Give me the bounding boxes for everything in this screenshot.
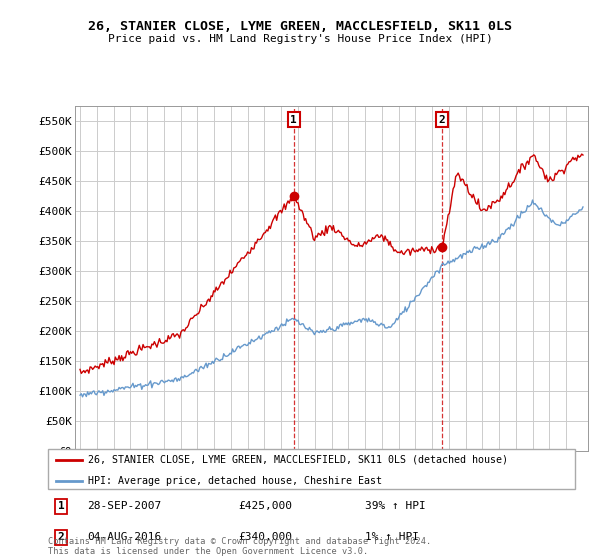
Text: 28-SEP-2007: 28-SEP-2007 <box>88 501 162 511</box>
Text: Price paid vs. HM Land Registry's House Price Index (HPI): Price paid vs. HM Land Registry's House … <box>107 34 493 44</box>
Text: 1: 1 <box>290 115 297 124</box>
Text: 2: 2 <box>439 115 446 124</box>
Text: 1% ↑ HPI: 1% ↑ HPI <box>365 532 419 542</box>
Text: 26, STANIER CLOSE, LYME GREEN, MACCLESFIELD, SK11 0LS (detached house): 26, STANIER CLOSE, LYME GREEN, MACCLESFI… <box>88 455 508 465</box>
Text: 1: 1 <box>58 501 65 511</box>
Text: 39% ↑ HPI: 39% ↑ HPI <box>365 501 425 511</box>
Text: HPI: Average price, detached house, Cheshire East: HPI: Average price, detached house, Ches… <box>88 476 382 486</box>
Text: 2: 2 <box>58 532 65 542</box>
Text: Contains HM Land Registry data © Crown copyright and database right 2024.
This d: Contains HM Land Registry data © Crown c… <box>48 536 431 556</box>
Text: £340,000: £340,000 <box>238 532 292 542</box>
FancyBboxPatch shape <box>48 449 575 489</box>
Text: 26, STANIER CLOSE, LYME GREEN, MACCLESFIELD, SK11 0LS: 26, STANIER CLOSE, LYME GREEN, MACCLESFI… <box>88 20 512 32</box>
Text: 04-AUG-2016: 04-AUG-2016 <box>88 532 162 542</box>
Text: £425,000: £425,000 <box>238 501 292 511</box>
